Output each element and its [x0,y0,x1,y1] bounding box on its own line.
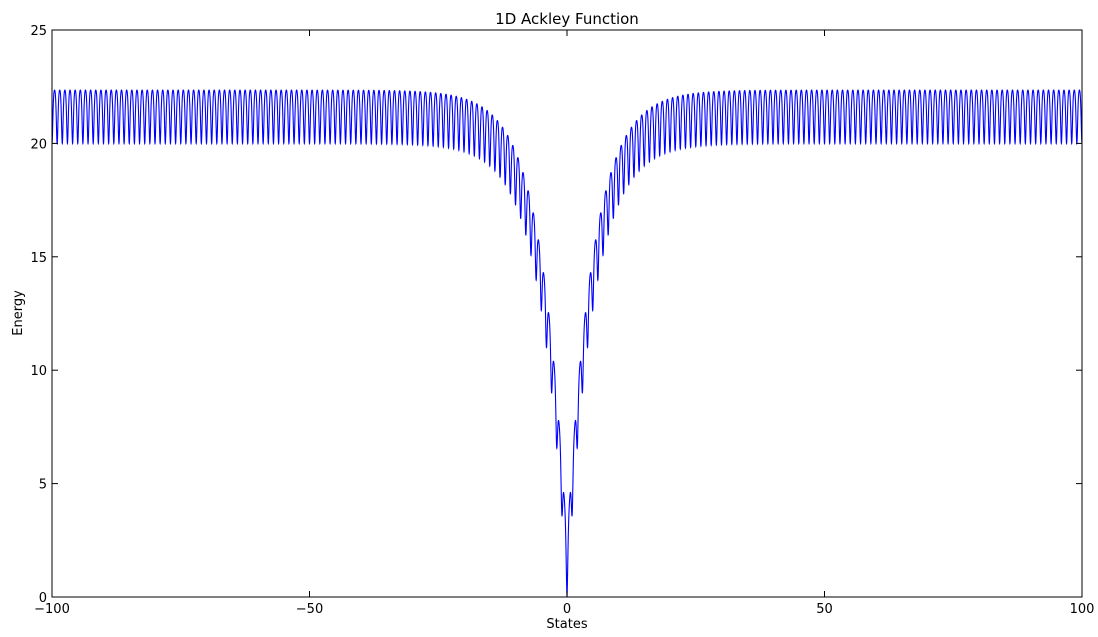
chart-title: 1D Ackley Function [495,10,639,28]
plot-frame [51,29,1083,598]
x-axis-label: States [546,617,587,632]
x-tick-label: 50 [816,602,833,617]
y-axis-label: Energy [11,290,26,336]
y-tick-label: 20 [30,137,47,152]
x-tick-label: 100 [1070,602,1095,617]
plot-area: −100 −50 0 50 100 0 5 10 15 20 25 [30,24,1094,617]
x-tick-label: −100 [34,602,70,617]
y-tick-label: 25 [30,24,47,39]
y-tick-label: 10 [30,364,47,379]
y-tick-label: 15 [30,251,47,266]
x-tick-label: −50 [296,602,323,617]
series-line [51,89,1083,598]
y-tick-label: 5 [39,478,47,493]
x-tick-label: 0 [563,602,571,617]
y-tick-label: 0 [39,591,47,606]
